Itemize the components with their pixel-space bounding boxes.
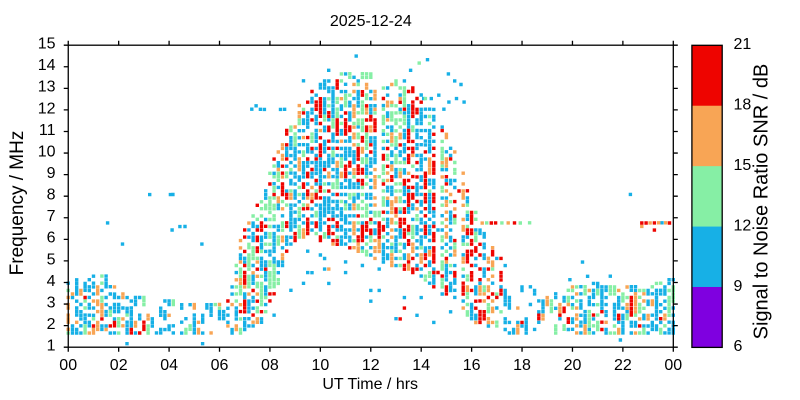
- svg-text:10: 10: [312, 357, 330, 374]
- svg-text:18: 18: [734, 97, 752, 114]
- svg-text:9: 9: [47, 165, 56, 182]
- svg-text:Signal to Noise Ratio SNR / dB: Signal to Noise Ratio SNR / dB: [751, 64, 773, 340]
- svg-text:3: 3: [47, 295, 56, 312]
- svg-text:06: 06: [211, 357, 229, 374]
- svg-text:14: 14: [412, 357, 430, 374]
- svg-text:16: 16: [463, 357, 481, 374]
- svg-text:12: 12: [38, 100, 56, 117]
- svg-text:9: 9: [734, 278, 743, 295]
- svg-text:6: 6: [47, 230, 56, 247]
- svg-text:00: 00: [664, 357, 682, 374]
- svg-text:2025-12-24: 2025-12-24: [330, 13, 412, 30]
- svg-text:6: 6: [734, 338, 743, 355]
- svg-text:2: 2: [47, 316, 56, 333]
- svg-text:04: 04: [160, 357, 178, 374]
- svg-text:15: 15: [38, 36, 56, 53]
- svg-text:10: 10: [38, 144, 56, 161]
- svg-text:5: 5: [47, 251, 56, 268]
- svg-text:18: 18: [513, 357, 531, 374]
- svg-text:13: 13: [38, 79, 56, 96]
- svg-text:12: 12: [362, 357, 380, 374]
- svg-text:22: 22: [614, 357, 632, 374]
- svg-text:11: 11: [39, 122, 56, 139]
- svg-text:Frequency / MHz: Frequency / MHz: [7, 131, 28, 276]
- svg-text:20: 20: [564, 357, 582, 374]
- svg-text:08: 08: [261, 357, 279, 374]
- svg-text:15: 15: [734, 157, 752, 174]
- svg-text:12: 12: [734, 217, 752, 234]
- svg-text:8: 8: [47, 187, 56, 204]
- svg-text:1: 1: [47, 338, 56, 355]
- svg-text:21: 21: [734, 36, 752, 53]
- svg-text:14: 14: [38, 57, 56, 74]
- svg-text:00: 00: [59, 357, 77, 374]
- svg-text:7: 7: [47, 208, 56, 225]
- svg-text:UT Time / hrs: UT Time / hrs: [322, 376, 418, 393]
- svg-text:02: 02: [110, 357, 128, 374]
- svg-text:4: 4: [47, 273, 56, 290]
